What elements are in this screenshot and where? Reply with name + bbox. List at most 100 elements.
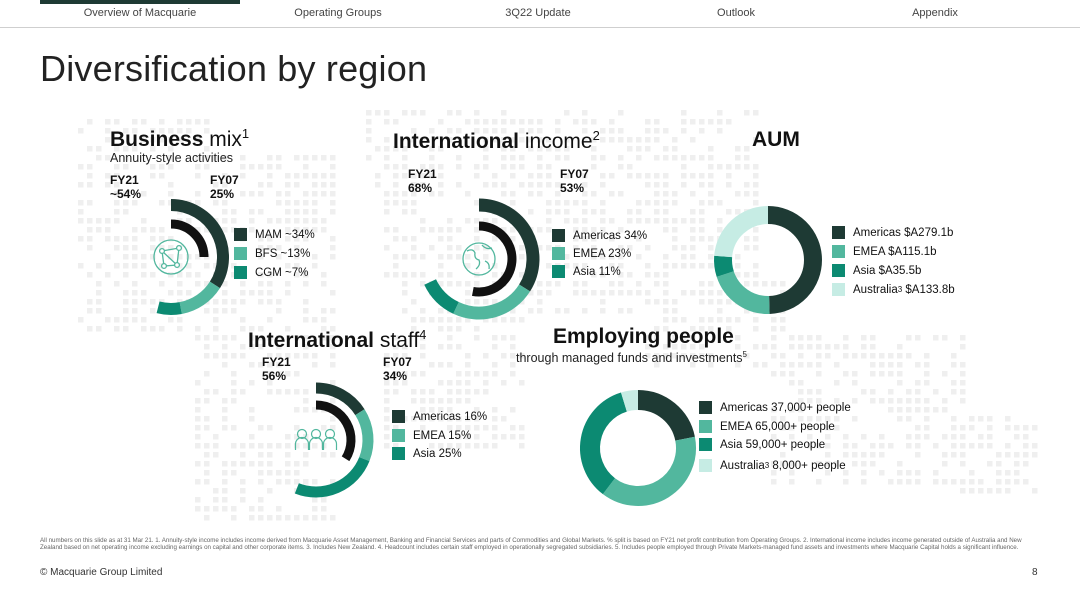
map-dot xyxy=(933,470,939,476)
segment-arc-americas xyxy=(478,198,540,292)
map-dot xyxy=(780,326,786,332)
map-dot xyxy=(942,398,948,404)
map-dot xyxy=(645,272,651,278)
map-dot xyxy=(141,119,147,125)
map-dot xyxy=(420,281,426,287)
map-dot xyxy=(222,308,228,314)
map-dot xyxy=(960,371,966,377)
map-dot xyxy=(825,353,831,359)
map-dot xyxy=(420,137,426,143)
map-dot xyxy=(258,335,264,341)
map-dot xyxy=(528,209,534,215)
map-dot xyxy=(861,353,867,359)
map-dot xyxy=(312,317,318,323)
map-dot xyxy=(294,272,300,278)
map-dot xyxy=(663,353,669,359)
nav-tab-3q22-update[interactable]: 3Q22 Update xyxy=(505,7,571,19)
map-dot xyxy=(447,362,453,368)
map-dot xyxy=(267,290,273,296)
map-dot xyxy=(807,434,813,440)
map-dot xyxy=(276,245,282,251)
map-dot xyxy=(285,353,291,359)
map-dot xyxy=(645,128,651,134)
map-dot xyxy=(114,200,120,206)
map-dot xyxy=(1032,452,1038,458)
map-dot xyxy=(276,155,282,161)
map-dot xyxy=(384,443,390,449)
map-dot xyxy=(519,425,525,431)
map-dot xyxy=(483,254,489,260)
map-dot xyxy=(393,380,399,386)
map-dot xyxy=(663,146,669,152)
map-dot xyxy=(834,398,840,404)
map-dot xyxy=(645,263,651,269)
map-dot xyxy=(420,164,426,170)
donut-slice-asia xyxy=(580,392,628,495)
map-dot xyxy=(474,281,480,287)
map-dot xyxy=(789,470,795,476)
map-dot xyxy=(285,182,291,188)
map-dot xyxy=(663,155,669,161)
map-dot xyxy=(456,326,462,332)
map-dot xyxy=(258,272,264,278)
map-dot xyxy=(546,227,552,233)
map-dot xyxy=(1005,470,1011,476)
map-dot xyxy=(456,434,462,440)
network-globe-icon xyxy=(153,239,189,275)
map-dot xyxy=(834,380,840,386)
map-dot xyxy=(771,371,777,377)
map-dot xyxy=(555,200,561,206)
map-dot xyxy=(330,335,336,341)
map-dot xyxy=(816,407,822,413)
map-dot xyxy=(474,128,480,134)
map-dot xyxy=(726,164,732,170)
map-dot xyxy=(888,398,894,404)
map-dot xyxy=(663,254,669,260)
map-dot xyxy=(510,344,516,350)
map-dot xyxy=(87,272,93,278)
map-dot xyxy=(321,173,327,179)
map-dot xyxy=(708,245,714,251)
map-dot xyxy=(213,182,219,188)
map-dot xyxy=(195,479,201,485)
nav-tab-appendix[interactable]: Appendix xyxy=(912,7,958,19)
map-dot xyxy=(492,344,498,350)
map-dot xyxy=(213,326,219,332)
map-dot xyxy=(501,335,507,341)
map-dot xyxy=(627,308,633,314)
map-dot xyxy=(330,344,336,350)
map-dot xyxy=(591,146,597,152)
map-dot xyxy=(744,236,750,242)
map-dot xyxy=(708,362,714,368)
map-dot xyxy=(708,263,714,269)
map-dot xyxy=(861,344,867,350)
map-dot xyxy=(798,407,804,413)
map-dot xyxy=(384,434,390,440)
map-dot xyxy=(789,362,795,368)
map-dot xyxy=(780,281,786,287)
nav-tab-operating-groups[interactable]: Operating Groups xyxy=(294,7,382,19)
map-dot xyxy=(492,371,498,377)
map-dot xyxy=(204,371,210,377)
map-dot xyxy=(519,137,525,143)
map-dot xyxy=(681,353,687,359)
map-dot xyxy=(843,470,849,476)
map-dot xyxy=(285,200,291,206)
map-dot xyxy=(663,227,669,233)
map-dot xyxy=(285,443,291,449)
map-dot xyxy=(195,416,201,422)
map-dot xyxy=(132,299,138,305)
nav-tab-overview[interactable]: Overview of Macquarie xyxy=(83,7,197,19)
nav-tab-outlook[interactable]: Outlook xyxy=(717,7,755,19)
map-dot xyxy=(294,155,300,161)
map-dot xyxy=(330,182,336,188)
map-dot xyxy=(303,209,309,215)
map-dot xyxy=(393,272,399,278)
map-dot xyxy=(393,182,399,188)
map-dot xyxy=(285,479,291,485)
map-dot xyxy=(312,200,318,206)
map-dot xyxy=(258,425,264,431)
segment-arc-mam xyxy=(170,199,229,289)
map-dot xyxy=(870,452,876,458)
map-dot xyxy=(303,191,309,197)
